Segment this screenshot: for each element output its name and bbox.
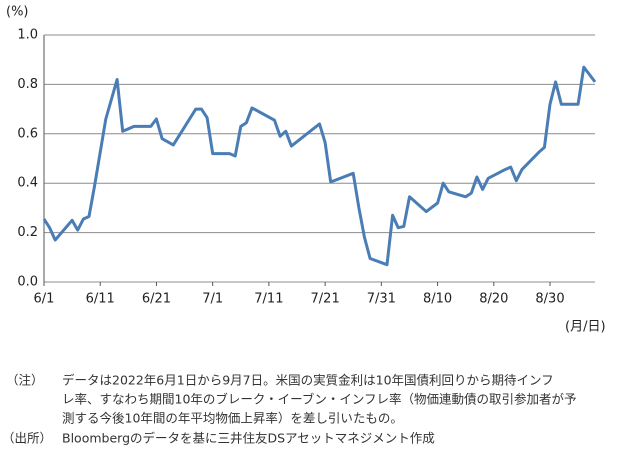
note-text: レ率、すなわち期間10年のブレーク・イーブン・インフレ率（物価連動債の取引参加者… [62,392,577,407]
y-unit: (%) [6,5,29,20]
x-tick-label: 6/11 [86,292,115,307]
x-tick-label: 6/1 [34,292,55,307]
x-tick-label: 8/30 [535,292,564,307]
y-tick-label: 0.2 [17,225,38,240]
note-label: （注） [6,373,44,388]
y-tick-label: 0.6 [17,126,38,141]
note-text: データは2022年6月1日から9月7日。米国の実質金利は10年国債利回りから期待… [62,373,554,388]
y-tick-label: 0.8 [17,77,38,92]
x-tick-label: 8/10 [423,292,452,307]
y-tick-label: 0.0 [17,275,38,290]
source-text: Bloombergのデータを基に三井住友DSアセットマネジメント作成 [62,431,435,446]
y-tick-label: 1.0 [17,28,38,43]
x-tick-label: 7/31 [367,292,396,307]
source-label: （出所） [2,431,52,446]
x-tick-label: 7/11 [254,292,283,307]
x-tick-label: 7/21 [311,292,340,307]
x-tick-label: 6/21 [142,292,171,307]
x-tick-label: 8/20 [479,292,508,307]
x-unit: (月/日) [565,320,606,335]
data-line [42,65,597,267]
x-tick-label: 7/1 [202,292,223,307]
y-tick-label: 0.4 [17,176,38,191]
note-text: 測する今後10年間の年平均物価上昇率）を差し引いたもの。 [62,411,403,426]
